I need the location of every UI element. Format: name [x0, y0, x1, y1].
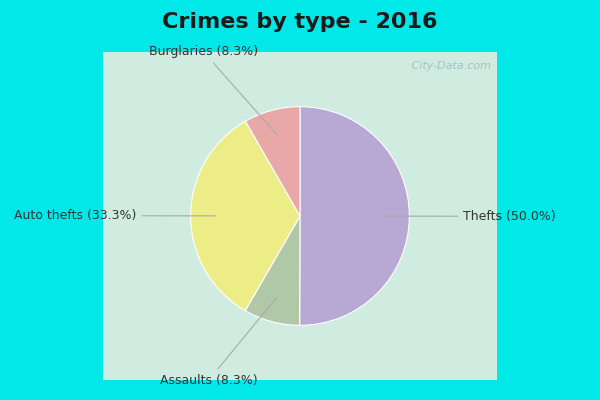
Wedge shape — [245, 216, 300, 325]
Text: Auto thefts (33.3%): Auto thefts (33.3%) — [14, 209, 215, 222]
Wedge shape — [191, 121, 300, 310]
Wedge shape — [299, 107, 409, 325]
Wedge shape — [245, 107, 300, 216]
Text: Assaults (8.3%): Assaults (8.3%) — [160, 297, 277, 387]
Text: Crimes by type - 2016: Crimes by type - 2016 — [162, 12, 438, 32]
Text: Thefts (50.0%): Thefts (50.0%) — [385, 210, 556, 223]
Text: Burglaries (8.3%): Burglaries (8.3%) — [149, 45, 277, 135]
Text: City-Data.com: City-Data.com — [409, 61, 491, 71]
